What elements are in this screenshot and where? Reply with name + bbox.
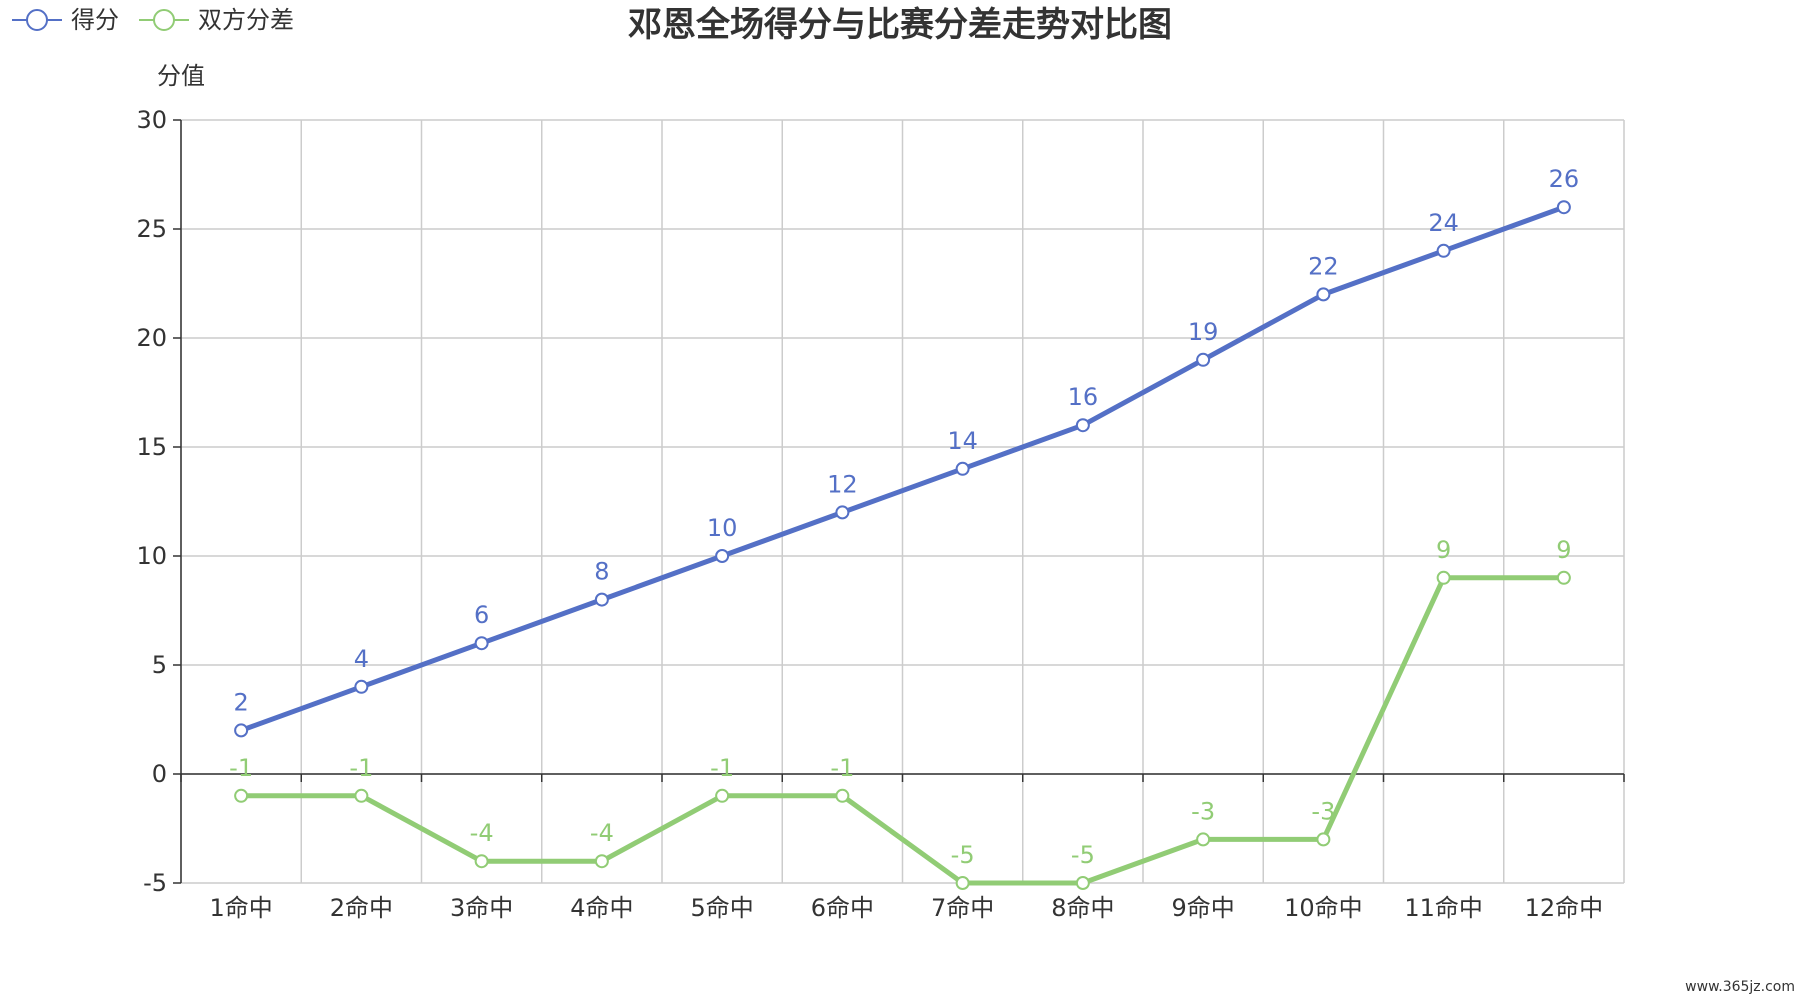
x-tick-label: 11命中 <box>1404 894 1483 922</box>
data-point <box>354 788 369 803</box>
data-point <box>1196 832 1211 847</box>
data-point <box>1075 876 1090 890</box>
data-label: 14 <box>947 427 978 455</box>
data-point <box>234 788 249 803</box>
legend-marker <box>26 9 48 31</box>
data-point <box>1556 200 1571 215</box>
data-point <box>955 876 970 890</box>
y-tick-label: 0 <box>152 760 167 788</box>
data-point <box>835 788 850 803</box>
data-point <box>1316 832 1331 847</box>
data-point <box>715 549 730 563</box>
data-label: -3 <box>1311 797 1335 825</box>
y-axis-title: 分值 <box>157 62 205 90</box>
data-point <box>594 592 609 607</box>
data-point <box>1436 570 1451 585</box>
data-point <box>1556 570 1571 585</box>
y-tick-label: 10 <box>136 542 167 570</box>
data-point <box>715 788 730 803</box>
data-label: 22 <box>1308 252 1339 280</box>
data-label: 6 <box>474 601 489 629</box>
x-tick-label: 2命中 <box>330 894 393 922</box>
x-tick-label: 8命中 <box>1051 894 1114 922</box>
y-tick-label: 5 <box>152 651 167 679</box>
series-line <box>238 575 1567 886</box>
x-tick-label: 10命中 <box>1284 894 1363 922</box>
data-label: -1 <box>830 754 854 782</box>
legend: 得分 双方分差 <box>12 6 294 34</box>
data-point <box>594 854 609 869</box>
y-tick-label: 30 <box>136 106 167 134</box>
data-point <box>234 723 249 738</box>
x-tick-label: 6命中 <box>811 894 874 922</box>
data-label: 4 <box>354 645 369 673</box>
legend-label: 得分 <box>71 6 119 34</box>
axes: -5 0 5 10 15 20 25 30 1命中 2命中 3命中 4命中 5命中 6命中 7命中 8命中 9命… <box>136 106 1625 922</box>
data-label: 2 <box>233 688 248 716</box>
data-label: 9 <box>1556 536 1571 564</box>
data-label: 16 <box>1068 383 1099 411</box>
y-tick-label: 25 <box>136 215 167 243</box>
data-point <box>354 679 369 694</box>
data-point <box>1196 352 1211 367</box>
data-point <box>835 505 850 520</box>
series-line <box>238 204 1567 733</box>
data-label: -5 <box>1071 841 1095 869</box>
x-tick-label: 12命中 <box>1525 894 1604 922</box>
data-label: -3 <box>1191 797 1215 825</box>
x-tick-label: 3命中 <box>450 894 513 922</box>
data-point <box>1316 287 1331 302</box>
data-label: 19 <box>1188 318 1219 346</box>
data-label: 26 <box>1549 165 1580 193</box>
data-point <box>1075 418 1090 433</box>
data-point <box>474 636 489 651</box>
data-label: 12 <box>827 470 858 498</box>
data-label: -1 <box>349 754 373 782</box>
data-label: -1 <box>710 754 734 782</box>
data-label: -4 <box>590 819 614 847</box>
x-tick-label: 5命中 <box>690 894 753 922</box>
y-tick-label: 20 <box>136 324 167 352</box>
y-tick-label: 15 <box>136 433 167 461</box>
series <box>234 200 1571 890</box>
x-tick-label: 9命中 <box>1171 894 1234 922</box>
data-label: 24 <box>1428 209 1459 237</box>
chart-title: 邓恩全场得分与比赛分差走势对比图 <box>628 5 1172 45</box>
x-tick-label: 7命中 <box>931 894 994 922</box>
data-label: -5 <box>951 841 975 869</box>
data-label: 8 <box>594 558 609 586</box>
x-tick-label: 1命中 <box>209 894 272 922</box>
data-label: -4 <box>470 819 494 847</box>
x-tick-label: 4命中 <box>570 894 633 922</box>
data-point <box>1436 243 1451 258</box>
data-label: -1 <box>229 754 253 782</box>
data-point <box>474 854 489 869</box>
grid <box>180 119 1625 884</box>
data-label: 10 <box>707 514 738 542</box>
data-point <box>955 461 970 476</box>
data-label: 9 <box>1436 536 1451 564</box>
watermark: www.365jz.com <box>1685 979 1795 995</box>
legend-label: 双方分差 <box>198 6 294 34</box>
y-tick-label: -5 <box>143 869 167 897</box>
legend-marker <box>153 9 175 31</box>
